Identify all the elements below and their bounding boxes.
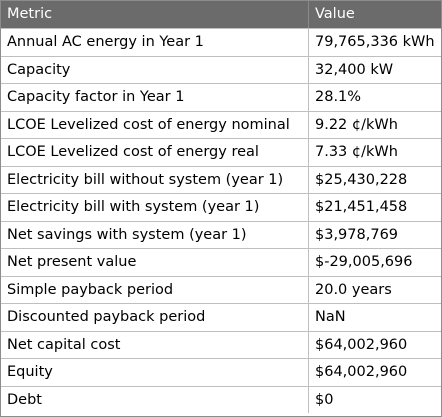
metric-cell: Capacity factor in Year 1 [1,84,309,111]
table-row[interactable]: LCOE Levelized cost of energy real 7.33 ¢… [1,138,441,166]
metric-cell: LCOE Levelized cost of energy real [1,139,309,166]
table-row[interactable]: Electricity bill with system (year 1) $21… [1,193,441,221]
metric-cell: Electricity bill without system (year 1) [1,166,309,193]
table-row[interactable]: Discounted payback period NaN [1,303,441,331]
value-cell: $-29,005,696 [315,254,413,270]
value-cell: $0 [315,391,334,408]
table-row[interactable]: Equity $64,002,960 [1,358,441,386]
table-row[interactable]: Capacity factor in Year 1 28.1% [1,83,441,111]
table-row[interactable]: LCOE Levelized cost of energy nominal 9.2… [1,110,441,138]
value-cell: $64,002,960 [315,336,408,353]
metric-cell: Annual AC energy in Year 1 [1,29,309,56]
metric-cell: Capacity [1,56,309,83]
value-cell: 32,400 kW [315,61,394,78]
table-row[interactable]: Debt $0 [1,385,441,413]
value-cell: $3,978,769 [315,226,399,243]
table-row[interactable]: Capacity 32,400 kW [1,55,441,83]
metric-cell: Net present value [1,249,309,276]
metric-cell: Electricity bill with system (year 1) [1,194,309,221]
metric-cell: Net capital cost [1,331,309,358]
metric-cell: Debt [1,386,309,413]
metric-cell: Equity [1,359,309,386]
value-cell: $64,002,960 [315,364,408,380]
value-cell: $25,430,228 [315,171,408,188]
metric-cell: Net savings with system (year 1) [1,221,309,248]
value-cell: 28.1% [315,89,362,105]
column-header-metric[interactable]: Metric [1,1,309,28]
value-cell: $21,451,458 [315,199,408,215]
value-cell: 20.0 years [315,281,392,298]
value-cell: 7.33 ¢/kWh [315,144,398,160]
value-cell: 79,765,336 kWh [315,34,435,50]
value-cell: NaN [315,309,346,325]
column-header-value[interactable]: Value [315,6,355,22]
table-header: Metric Value [1,1,441,28]
table-row[interactable]: Simple payback period 20.0 years [1,275,441,303]
metric-cell: Discounted payback period [1,304,309,331]
table-row[interactable]: Electricity bill without system (year 1)… [1,165,441,193]
table-body: Annual AC energy in Year 1 79,765,336 kWh… [1,28,441,413]
table-row[interactable]: Net savings with system (year 1) $3,978,7… [1,220,441,248]
metric-cell: Simple payback period [1,276,309,303]
table-row[interactable]: Net capital cost $64,002,960 [1,330,441,358]
table-row[interactable]: Net present value $-29,005,696 [1,248,441,276]
value-cell: 9.22 ¢/kWh [315,116,398,133]
metric-cell: LCOE Levelized cost of energy nominal [1,111,309,138]
table-row[interactable]: Annual AC energy in Year 1 79,765,336 kWh [1,28,441,56]
